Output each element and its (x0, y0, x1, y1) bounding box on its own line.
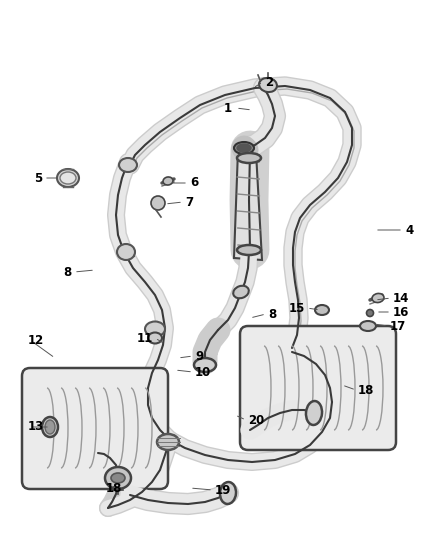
Text: 17: 17 (390, 319, 406, 333)
Ellipse shape (220, 482, 236, 504)
Text: 16: 16 (393, 305, 410, 319)
Text: 12: 12 (28, 334, 44, 346)
Text: 15: 15 (289, 302, 305, 314)
Text: 8: 8 (64, 265, 72, 279)
Text: 19: 19 (215, 483, 231, 497)
Text: 5: 5 (34, 172, 42, 184)
Ellipse shape (45, 420, 55, 434)
Ellipse shape (237, 144, 251, 152)
Ellipse shape (237, 245, 261, 255)
Ellipse shape (60, 172, 76, 184)
Text: 9: 9 (195, 350, 203, 362)
Ellipse shape (259, 78, 277, 92)
Text: 4: 4 (405, 223, 413, 237)
Ellipse shape (57, 169, 79, 187)
Ellipse shape (157, 434, 179, 450)
Text: 18: 18 (358, 384, 374, 397)
Ellipse shape (105, 467, 131, 489)
Ellipse shape (237, 153, 261, 163)
Ellipse shape (145, 321, 165, 336)
Text: 1: 1 (224, 101, 232, 115)
Text: 13: 13 (28, 421, 44, 433)
Text: 2: 2 (265, 76, 273, 88)
FancyBboxPatch shape (22, 368, 168, 489)
Text: 18: 18 (106, 481, 122, 495)
Ellipse shape (194, 358, 216, 372)
Text: 14: 14 (393, 292, 410, 304)
Ellipse shape (315, 305, 329, 315)
Ellipse shape (234, 142, 254, 154)
Text: 10: 10 (195, 366, 211, 378)
Text: 6: 6 (190, 176, 198, 190)
Ellipse shape (119, 158, 137, 172)
Ellipse shape (163, 177, 173, 185)
Text: 8: 8 (268, 308, 276, 320)
Ellipse shape (306, 401, 322, 425)
Text: 7: 7 (185, 196, 193, 208)
Ellipse shape (42, 417, 58, 437)
Ellipse shape (117, 244, 135, 260)
Ellipse shape (367, 310, 374, 317)
Ellipse shape (233, 286, 249, 298)
Text: 20: 20 (248, 414, 264, 426)
Ellipse shape (151, 196, 165, 210)
Polygon shape (234, 150, 262, 260)
Text: 11: 11 (137, 332, 153, 344)
Ellipse shape (148, 333, 162, 343)
Ellipse shape (360, 321, 376, 331)
FancyBboxPatch shape (240, 326, 396, 450)
Ellipse shape (111, 473, 125, 483)
Ellipse shape (372, 294, 384, 303)
